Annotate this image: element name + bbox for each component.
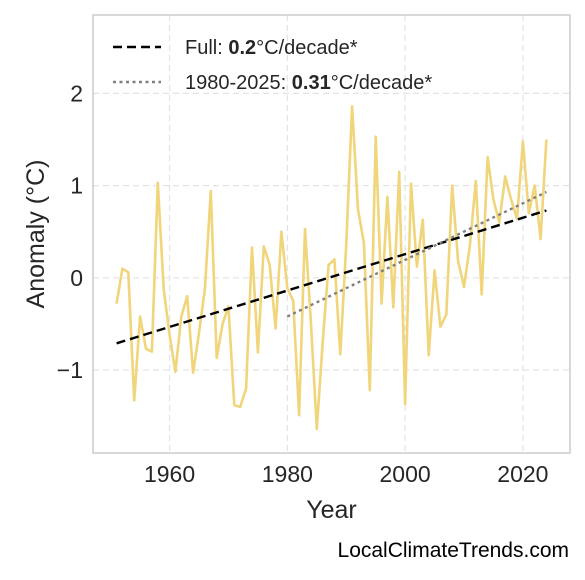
recent-trend-line [286,190,547,318]
y-tick-label: 2 [70,80,83,106]
legend-entry-prefix: Full: [185,37,228,59]
x-tick-label: 2000 [380,461,431,487]
x-tick-label: 1960 [144,461,195,487]
y-axis-label: Anomaly (°C) [22,160,50,309]
legend-entry-label: Full: 0.2°C/decade* [185,37,358,59]
legend-entry-suffix: °C/decade* [256,37,358,59]
footer-attribution: LocalClimateTrends.com [337,539,569,562]
y-tick-labels: −1 0 1 2 [57,80,83,383]
legend: Full: 0.2°C/decade*1980-2025: 0.31°C/dec… [113,37,432,94]
legend-entry-value: 0.2 [228,37,256,59]
legend-entry-suffix: °C/decade* [331,72,433,94]
x-axis-label: Year [306,496,357,524]
y-tick-label: −1 [57,357,83,383]
chart: 1960 1980 2000 2020 −1 0 1 2 Year Anomaly (°C)… [22,14,571,524]
y-tick-label: 0 [70,265,83,291]
legend-entry-value: 0.31 [292,72,331,94]
y-tick-label: 1 [70,173,83,199]
x-tick-label: 2020 [497,461,548,487]
series-layer [115,105,548,431]
x-tick-label: 1980 [262,461,313,487]
legend-entry-label: 1980-2025: 0.31°C/decade* [185,72,432,94]
legend-entry-prefix: 1980-2025: [185,72,292,94]
full-trend-line [116,209,547,345]
plot-frame [92,14,571,454]
anomaly-series-line [115,105,548,431]
x-tick-labels: 1960 1980 2000 2020 [144,461,549,487]
